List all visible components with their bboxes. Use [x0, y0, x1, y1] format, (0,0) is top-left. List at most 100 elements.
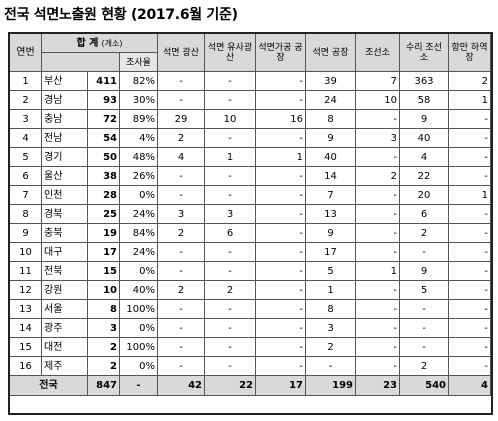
- cell-port: -: [448, 356, 491, 376]
- cell-mine: -: [157, 318, 205, 338]
- cell-port: -: [448, 223, 491, 243]
- cell-pct: 24%: [119, 204, 158, 224]
- cell-pct: 0%: [119, 261, 158, 281]
- cell-region: 대전: [41, 337, 88, 357]
- cell-region: 울산: [41, 166, 88, 186]
- cell-mine: -: [157, 242, 205, 262]
- cell-region: 광주: [41, 318, 88, 338]
- cell-mine: -: [157, 261, 205, 281]
- cell-repair: 2: [399, 356, 449, 376]
- cell-region: 경북: [41, 204, 88, 224]
- cell-similar: -: [204, 318, 256, 338]
- cell-similar: 3: [204, 204, 256, 224]
- cell-similar: 10: [204, 109, 256, 129]
- cell-shipyard: 3: [355, 128, 400, 148]
- cell-repair: -: [399, 318, 449, 338]
- cell-factory: 13: [305, 204, 356, 224]
- cell-pct: 40%: [119, 280, 158, 300]
- cell-factory: 5: [305, 261, 356, 281]
- cell-total: 38: [87, 166, 120, 186]
- cell-factory: 40: [305, 147, 356, 167]
- cell-processing: 1: [255, 147, 306, 167]
- cell-total: 25: [87, 204, 120, 224]
- cell-region: 경남: [41, 90, 88, 110]
- cell-pct: 89%: [119, 109, 158, 129]
- cell-port: -: [448, 128, 491, 148]
- cell-port: -: [448, 147, 491, 167]
- cell-pct: 24%: [119, 242, 158, 262]
- cell-pct: 0%: [119, 318, 158, 338]
- cell-pct: 30%: [119, 90, 158, 110]
- total-total: 847: [87, 375, 120, 396]
- header-mine: 석면 광산: [157, 33, 205, 72]
- cell-region: 부산: [41, 71, 88, 91]
- cell-region: 서울: [41, 299, 88, 319]
- cell-shipyard: 10: [355, 90, 400, 110]
- header-no: 연번: [9, 33, 42, 72]
- cell-mine: 2: [157, 128, 205, 148]
- cell-similar: -: [204, 166, 256, 186]
- cell-factory: 9: [305, 128, 356, 148]
- cell-no: 8: [9, 204, 42, 224]
- cell-shipyard: -: [355, 318, 400, 338]
- cell-factory: 17: [305, 242, 356, 262]
- cell-factory: 7: [305, 185, 356, 205]
- cell-no: 13: [9, 299, 42, 319]
- cell-similar: 6: [204, 223, 256, 243]
- cell-processing: -: [255, 204, 306, 224]
- cell-shipyard: -: [355, 280, 400, 300]
- cell-shipyard: -: [355, 185, 400, 205]
- cell-mine: -: [157, 337, 205, 357]
- cell-processing: -: [255, 223, 306, 243]
- cell-repair: 58: [399, 90, 449, 110]
- header-total-blank: [41, 52, 120, 72]
- cell-pct: 100%: [119, 337, 158, 357]
- cell-shipyard: -: [355, 147, 400, 167]
- cell-port: -: [448, 337, 491, 357]
- cell-shipyard: 2: [355, 166, 400, 186]
- cell-no: 12: [9, 280, 42, 300]
- cell-total: 19: [87, 223, 120, 243]
- cell-port: -: [448, 280, 491, 300]
- cell-port: -: [448, 242, 491, 262]
- cell-similar: -: [204, 242, 256, 262]
- cell-no: 6: [9, 166, 42, 186]
- cell-processing: -: [255, 166, 306, 186]
- cell-region: 제주: [41, 356, 88, 376]
- cell-processing: 16: [255, 109, 306, 129]
- cell-no: 11: [9, 261, 42, 281]
- cell-repair: 9: [399, 109, 449, 129]
- cell-repair: -: [399, 299, 449, 319]
- cell-total: 10: [87, 280, 120, 300]
- cell-shipyard: -: [355, 356, 400, 376]
- cell-mine: 29: [157, 109, 205, 129]
- cell-similar: 2: [204, 280, 256, 300]
- cell-total: 8: [87, 299, 120, 319]
- header-shipyard: 조선소: [355, 33, 400, 72]
- table-row: 5 경기 50 48% 4 1 1 40-4-: [9, 147, 491, 167]
- cell-pct: 4%: [119, 128, 158, 148]
- cell-mine: -: [157, 166, 205, 186]
- header-similar-mine: 석면 유사광산: [204, 33, 256, 72]
- cell-shipyard: -: [355, 242, 400, 262]
- cell-shipyard: -: [355, 204, 400, 224]
- table-row: 3 충남 72 89% 29 10 16 8-9-: [9, 109, 491, 129]
- cell-port: 1: [448, 185, 491, 205]
- cell-processing: -: [255, 90, 306, 110]
- table-row: 8 경북 25 24% 3 3-13-6-: [9, 204, 491, 224]
- cell-repair: 20: [399, 185, 449, 205]
- cell-processing: -: [255, 71, 306, 91]
- table-row: 7 인천 28 0% - - -7-20 1: [9, 185, 491, 205]
- table-body: 1 부산 411 82% - - -39 7 363 2 2 경남 93 30% - - -24 10 58 1 3 충남…: [9, 71, 491, 396]
- cell-processing: -: [255, 185, 306, 205]
- cell-repair: 40: [399, 128, 449, 148]
- table-row: 2 경남 93 30% - - -24 10 58 1: [9, 90, 491, 110]
- cell-total: 2: [87, 337, 120, 357]
- cell-total: 17: [87, 242, 120, 262]
- cell-similar: -: [204, 71, 256, 91]
- cell-no: 5: [9, 147, 42, 167]
- cell-similar: -: [204, 185, 256, 205]
- cell-factory: 14: [305, 166, 356, 186]
- cell-pct: 100%: [119, 299, 158, 319]
- cell-total: 411: [87, 71, 120, 91]
